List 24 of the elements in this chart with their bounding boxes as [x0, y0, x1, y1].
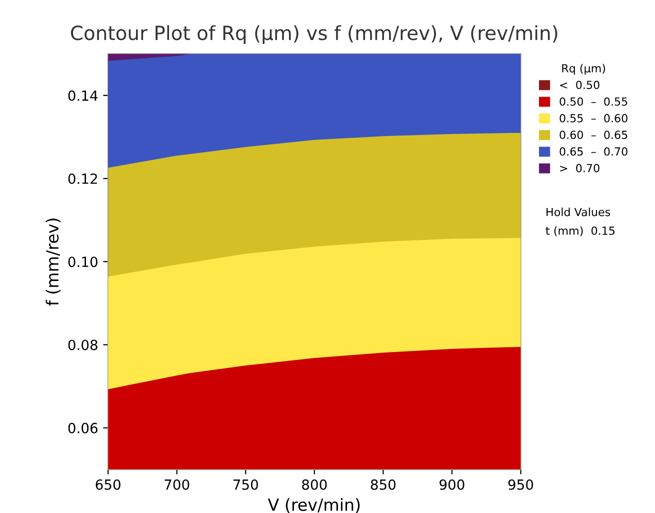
- legend-title: Rq (µm): [562, 64, 606, 75]
- x-tick-label: 900: [440, 479, 464, 490]
- text: t (mm) 0.15: [546, 226, 615, 236]
- y-tick-label: 0.10: [68, 256, 98, 268]
- y-axis-title: f (mm/rev): [46, 218, 61, 306]
- x-tick-label: 950: [508, 479, 534, 490]
- x-tick-label: 800: [302, 479, 327, 490]
- y-tick-label: 0.12: [68, 173, 97, 184]
- legend-label: > 0.70: [560, 164, 600, 172]
- y-tick-label: 0.08: [68, 340, 98, 350]
- legend-label: < 0.50: [560, 80, 600, 90]
- x-tick-label: 750: [234, 479, 258, 490]
- y-tick-label: 0.06: [68, 422, 98, 434]
- legend-label: 0.65 – 0.70: [560, 147, 628, 156]
- legend-label: 0.55 – 0.60: [560, 114, 628, 122]
- x-tick-label: 850: [370, 479, 396, 490]
- legend-label: 0.50 – 0.55: [560, 97, 628, 106]
- text: Hold Values: [546, 208, 610, 216]
- x-tick-label: 650: [96, 479, 120, 490]
- x-axis-title: V (rev/min): [268, 498, 360, 513]
- chart-title: Contour Plot of Rq (µm) vs f (mm/rev), V (rev/min): [70, 25, 558, 44]
- x-tick-label: 700: [164, 479, 190, 490]
- legend-label: 0.60 – 0.65: [560, 130, 628, 140]
- y-tick-label: 0.14: [68, 90, 98, 101]
